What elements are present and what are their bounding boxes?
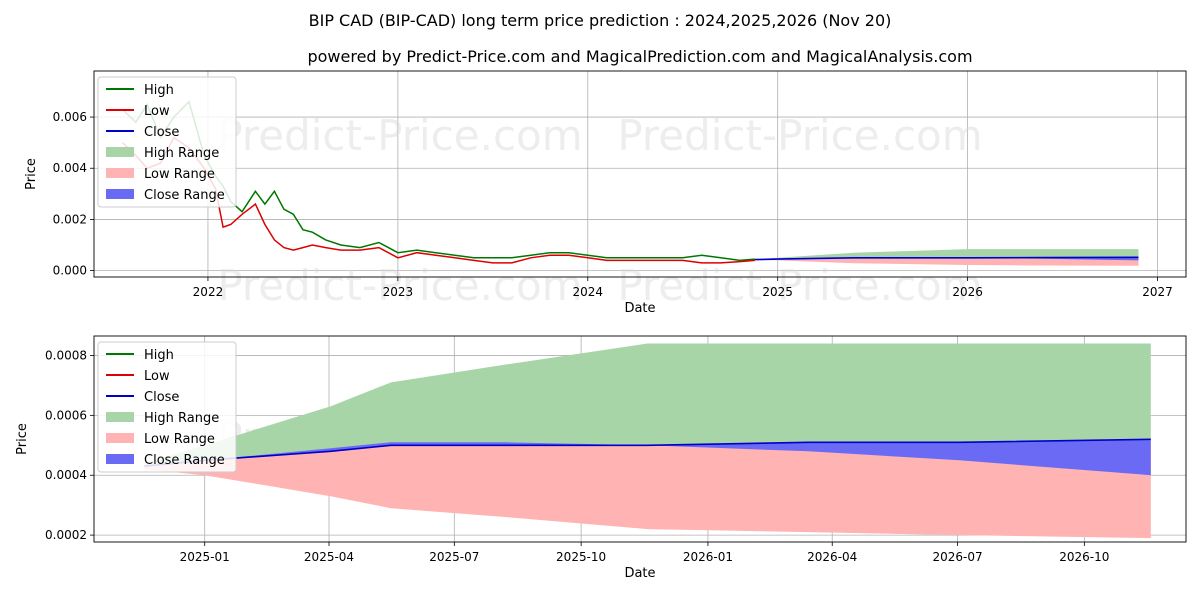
y-tick-label-0: 0.0002 bbox=[45, 528, 87, 542]
legend-label-2: Close bbox=[144, 125, 179, 140]
x-tick-label-2: 2024 bbox=[573, 285, 604, 299]
close-series-line bbox=[754, 256, 1139, 261]
watermark-2: Predict-Price.com bbox=[217, 261, 582, 310]
y-tick-label-0: 0.000 bbox=[53, 264, 87, 278]
close-series-line bbox=[144, 438, 1151, 467]
x-tick-label-1: 2023 bbox=[383, 285, 414, 299]
legend-swatch-4 bbox=[106, 168, 134, 178]
legend-label-3: High Range bbox=[144, 146, 219, 161]
panel-bottom: Predict-Price.comPredict-Price.com2025-0… bbox=[15, 335, 1187, 581]
chart-title: BIP CAD (BIP-CAD) long term price predic… bbox=[309, 11, 892, 30]
x-tick-label-4: 2026 bbox=[952, 285, 983, 299]
axes-frame bbox=[93, 335, 1187, 543]
legend-label-1: Low bbox=[144, 369, 170, 384]
low-range-band bbox=[144, 439, 1151, 539]
x-tick-label-1: 2025-04 bbox=[304, 550, 354, 564]
close-range-band bbox=[144, 439, 1151, 476]
x-tick-label-6: 2026-07 bbox=[932, 550, 982, 564]
x-tick-label-5: 2027 bbox=[1142, 285, 1173, 299]
x-tick-label-0: 2025-01 bbox=[180, 550, 230, 564]
legend-swatch-3 bbox=[106, 412, 134, 422]
x-tick-label-7: 2026-10 bbox=[1059, 550, 1109, 564]
y-tick-label-1: 0.002 bbox=[53, 212, 87, 226]
plot-area bbox=[144, 343, 1151, 539]
panel-top: Predict-Price.com Predict-Price.com Predic… bbox=[24, 70, 1187, 316]
x-tick-label-4: 2026-01 bbox=[683, 550, 733, 564]
y-tick-label-2: 0.0006 bbox=[45, 408, 87, 422]
chart-subtitle: powered by Predict-Price.com and Magical… bbox=[307, 47, 972, 66]
y-tick-label-3: 0.0008 bbox=[45, 348, 87, 362]
x-tick-label-5: 2026-04 bbox=[807, 550, 857, 564]
legend-label-5: Close Range bbox=[144, 188, 225, 203]
watermark-1: Predict-Price.com bbox=[617, 111, 982, 160]
y-axis-label: Price bbox=[24, 158, 39, 190]
legend-label-4: Low Range bbox=[144, 167, 215, 182]
x-tick-label-3: 2025-10 bbox=[556, 550, 606, 564]
legend-label-0: High bbox=[144, 348, 174, 363]
x-axis-label: Date bbox=[624, 301, 655, 316]
legend-swatch-4 bbox=[106, 433, 134, 443]
y-tick-label-2: 0.004 bbox=[53, 161, 87, 175]
axes-frame bbox=[93, 70, 1187, 278]
watermark-3: Predict-Price.com bbox=[617, 261, 982, 310]
legend-label-5: Close Range bbox=[144, 453, 225, 468]
y-tick-label-1: 0.0004 bbox=[45, 468, 87, 482]
legend-swatch-5 bbox=[106, 454, 134, 464]
x-tick-label-2: 2025-07 bbox=[429, 550, 479, 564]
x-tick-label-3: 2025 bbox=[762, 285, 793, 299]
legend-label-0: High bbox=[144, 83, 174, 98]
legend-label-2: Close bbox=[144, 390, 179, 405]
chart-panels: Predict-Price.com Predict-Price.comPredic… bbox=[15, 70, 1187, 581]
watermark-0: Predict-Price.com bbox=[217, 111, 582, 160]
legend-label-1: Low bbox=[144, 104, 170, 119]
x-tick-label-0: 2022 bbox=[193, 285, 224, 299]
legend-label-4: Low Range bbox=[144, 432, 215, 447]
x-axis-label: Date bbox=[624, 566, 655, 581]
legend-label-3: High Range bbox=[144, 411, 219, 426]
high-range-band bbox=[144, 343, 1151, 467]
legend: High Low Close High Range Low Range Close Ran… bbox=[97, 341, 237, 473]
y-tick-label-3: 0.006 bbox=[53, 110, 87, 124]
y-axis-label: Price bbox=[15, 423, 30, 455]
legend-swatch-3 bbox=[106, 147, 134, 157]
low-range-band bbox=[754, 257, 1139, 266]
legend-swatch-5 bbox=[106, 189, 134, 199]
legend: High Low Close High Range Low Range Close Ran… bbox=[97, 76, 237, 208]
